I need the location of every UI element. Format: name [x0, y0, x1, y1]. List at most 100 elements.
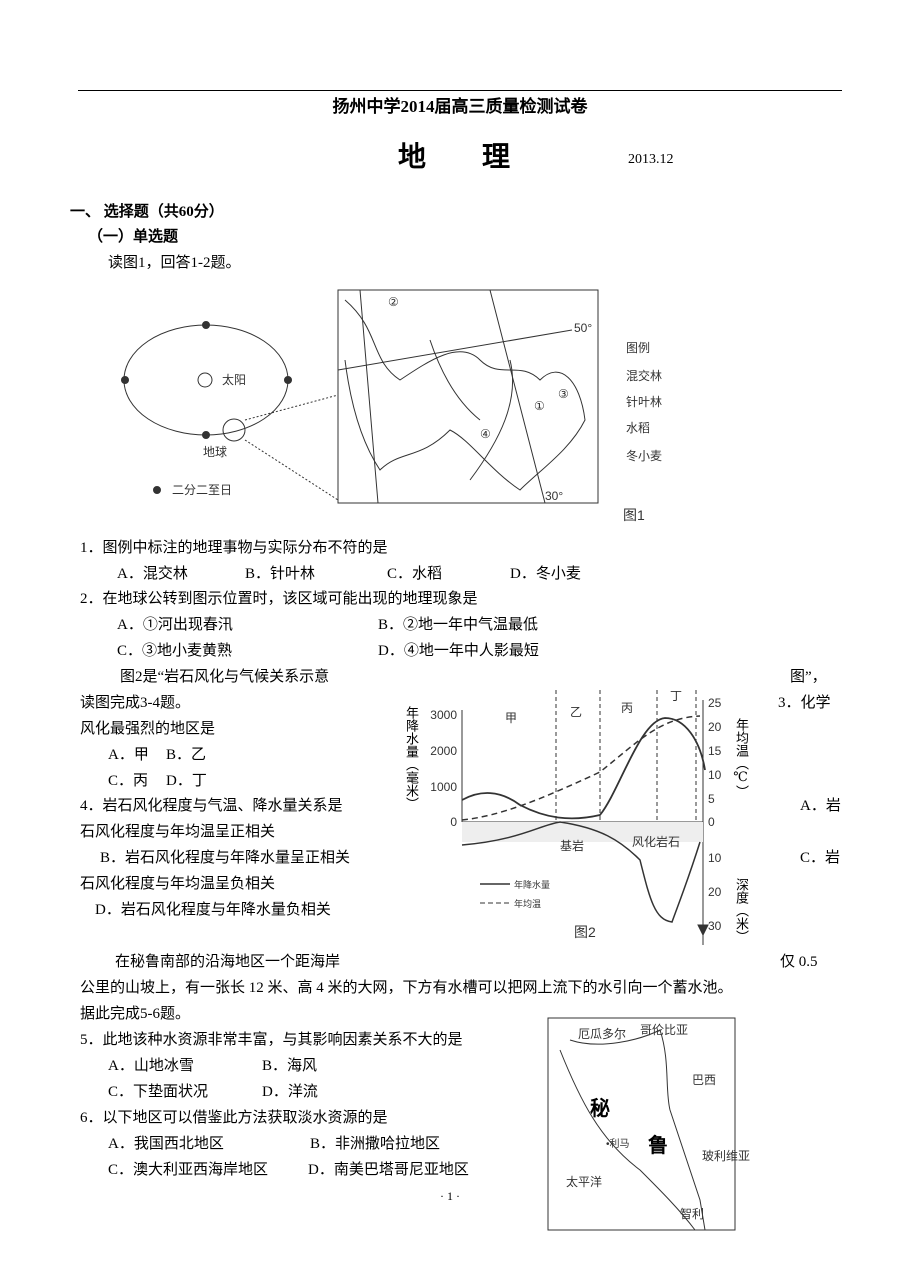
- figure-2: [461, 690, 709, 945]
- option: 石风化程度与年均温呈正相关: [80, 824, 276, 840]
- bedrock-label: 基岩: [560, 838, 584, 853]
- coast: [559, 1049, 696, 1231]
- map-outline: [344, 299, 586, 491]
- earth-label: 地球: [203, 445, 227, 459]
- option: A．山地冰雪: [108, 1058, 194, 1074]
- legend-dot-label: 二分二至日: [172, 483, 232, 497]
- zone-divider: [555, 690, 697, 822]
- option: B．针叶林: [245, 566, 316, 582]
- sun: [197, 372, 213, 388]
- city: •利马: [606, 1138, 630, 1150]
- precipitation-curve: [461, 717, 706, 820]
- option: B．非洲撒哈拉地区: [310, 1136, 441, 1152]
- tick-label: 20: [708, 885, 722, 899]
- axis-label: 深度（米）: [734, 878, 749, 943]
- header-rule: [78, 90, 842, 91]
- option: D．冬小麦: [510, 566, 581, 582]
- temperature-curve: [461, 715, 701, 821]
- country: 智利: [680, 1206, 704, 1221]
- marker: ①: [534, 399, 545, 413]
- question-stem: 5．此地该种水资源非常丰富，与其影响因素关系不大的是: [80, 1032, 463, 1048]
- tick-label: 1000: [430, 780, 457, 794]
- bedrock-line: [461, 821, 701, 923]
- option: B．海风: [262, 1058, 318, 1074]
- latitude: 50°: [574, 321, 592, 335]
- caption: 图1: [623, 507, 645, 523]
- option: C．下垫面状况: [108, 1084, 209, 1100]
- figure-3: [547, 1017, 736, 1231]
- option: C．澳大利亚西海岸地区: [108, 1162, 269, 1178]
- exam-title: 扬州中学2014届高三质量检测试卷: [332, 97, 588, 116]
- question-stem: 风化最强烈的地区是: [80, 721, 216, 737]
- question-stem: 3．化学: [778, 695, 831, 711]
- tick-label: 15: [708, 744, 722, 758]
- tick-label: 0: [708, 815, 715, 829]
- zone: 甲: [505, 711, 517, 725]
- caption: 图2: [574, 924, 596, 940]
- option: C．丙: [108, 773, 149, 789]
- tick-label: 25: [708, 696, 722, 710]
- group-intro: 公里的山坡上，有一张长 12 米、高 4 米的大网，下方有水槽可以把网上流下的水…: [80, 980, 733, 996]
- question-stem: 4．岩石风化程度与气温、降水量关系是: [80, 798, 343, 814]
- parallel: [337, 329, 573, 371]
- legend-item: 冬小麦: [626, 448, 662, 463]
- country: 玻利维亚: [702, 1149, 750, 1163]
- section-subtitle: （一）单选题: [88, 229, 179, 245]
- earth: [222, 418, 246, 442]
- arrow: [697, 924, 709, 937]
- option: B．②地一年中气温最低: [378, 617, 539, 633]
- tick-label: 5: [708, 792, 715, 806]
- orbit-dot: [121, 376, 129, 384]
- legend-item: 水稻: [626, 421, 650, 435]
- country: 秘: [590, 1096, 610, 1120]
- tick-label: 10: [708, 768, 722, 782]
- group-intro: 据此完成5-6题。: [80, 1006, 190, 1022]
- border: [569, 1029, 706, 1231]
- option: B．岩石风化程度与年降水量呈正相关: [100, 850, 351, 866]
- zone: 丙: [621, 701, 633, 715]
- latitude: 30°: [545, 489, 563, 503]
- question-stem: 1．图例中标注的地理事物与实际分布不符的是: [80, 540, 388, 556]
- tick-label: 20: [708, 720, 722, 734]
- legend-item: 年均温: [514, 898, 541, 909]
- country: 鲁: [648, 1133, 668, 1157]
- figure-1: [121, 289, 599, 504]
- legend-dot: [153, 486, 161, 494]
- group-intro: 在秘鲁南部的沿海地区一个距海岸: [115, 954, 341, 970]
- orbit: [123, 324, 289, 436]
- option: D．丁: [166, 773, 207, 789]
- orbit-dot: [202, 431, 210, 439]
- page-number: · 1 ·: [440, 1189, 460, 1203]
- marker: ②: [388, 295, 399, 309]
- sun-label: 太阳: [222, 372, 246, 387]
- tick-label: 10: [708, 851, 722, 865]
- option: D．洋流: [262, 1084, 318, 1100]
- figure-1-labels: 太阳 地球 二分二至日 50° 30° 图例 混交林 针叶林 水稻 冬小麦 ① …: [172, 295, 662, 523]
- option: D．南美巴塔哥尼亚地区: [308, 1162, 469, 1178]
- option: A．岩: [800, 798, 841, 814]
- axis-label: 年均温（℃）: [734, 718, 749, 798]
- legend-item: 年降水量: [514, 879, 550, 890]
- map-frame: [337, 289, 599, 504]
- option: C．水稻: [387, 566, 443, 582]
- tick-label: 0: [450, 815, 457, 829]
- connector: [244, 394, 339, 421]
- option: 石风化程度与年均温呈负相关: [80, 876, 276, 892]
- option: A．混交林: [117, 566, 188, 582]
- option: D．岩石风化程度与年降水量负相关: [95, 902, 331, 918]
- river: [429, 339, 514, 481]
- section-title: 一、 选择题（共60分）: [70, 204, 224, 220]
- question-stem: 6．以下地区可以借鉴此方法获取淡水资源的是: [80, 1110, 388, 1126]
- tick-label: 30: [708, 919, 722, 933]
- group-intro: 读图完成3-4题。: [80, 695, 190, 711]
- zone: 乙: [570, 705, 582, 719]
- weathered-label: 风化岩石: [632, 834, 680, 849]
- group-intro: 读图1，回答1-2题。: [108, 255, 241, 271]
- axis-label: 年降水量（毫米）: [404, 706, 419, 810]
- map-frame: [547, 1017, 736, 1231]
- option: D．④地一年中人影最短: [378, 643, 539, 659]
- option: A．我国西北地区: [108, 1136, 224, 1152]
- group-intro: 图2是“岩石风化与气候关系示意: [120, 669, 330, 685]
